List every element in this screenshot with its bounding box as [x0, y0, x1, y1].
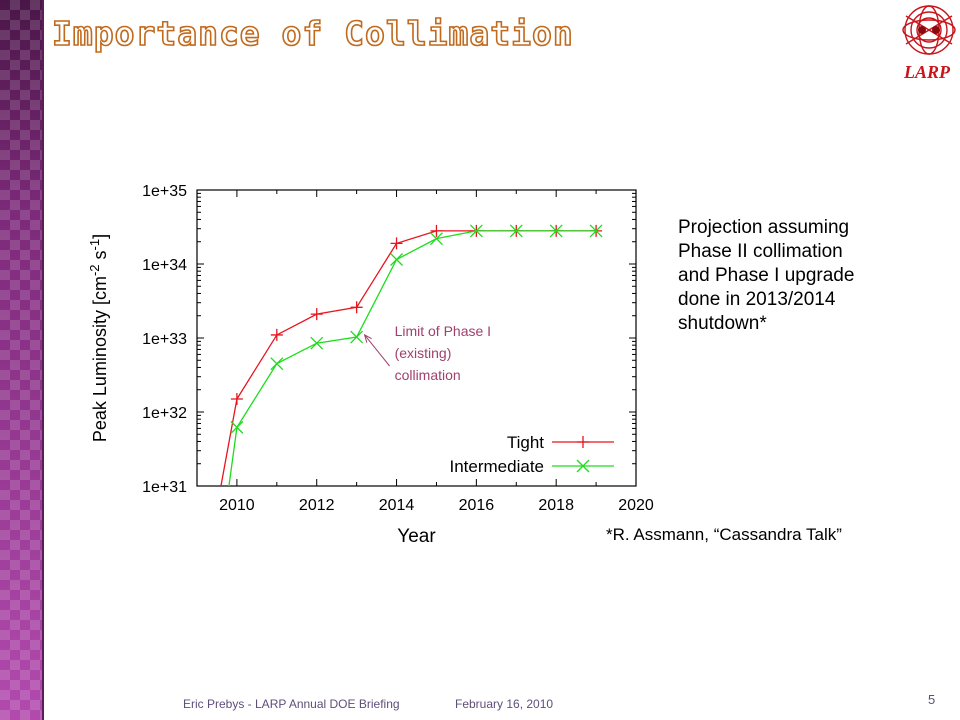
projection-line: Projection assuming [678, 217, 850, 238]
footer-presenter: Eric Prebys - LARP Annual DOE Briefing [183, 697, 400, 711]
y-tick-label: 1e+31 [142, 479, 187, 496]
legend-label: Tight [507, 433, 544, 452]
projection-line: shutdown* [678, 313, 767, 334]
data-point-tight [350, 301, 363, 314]
y-axis-label-part: Peak Luminosity [cm [90, 276, 110, 442]
data-point-intermediate [429, 232, 443, 246]
y-axis-label-part: s [90, 250, 110, 264]
data-point-intermediate [509, 224, 523, 238]
projection-note: Projection assuming Phase II collimation… [678, 216, 928, 336]
y-tick-label: 1e+33 [142, 331, 187, 348]
annotation-text: collimation [395, 367, 461, 383]
x-tick-label: 2016 [459, 497, 495, 514]
reference-citation: *R. Assmann, “Cassandra Talk” [606, 525, 842, 544]
data-point-intermediate [270, 357, 284, 371]
luminosity-chart: 1e+31 1e+32 1e+33 1e+34 1e+35 2010 2012 2014 201… [87, 183, 654, 547]
y-axis-label: Peak Luminosity [cm-2 s-1] [87, 234, 110, 442]
data-point-intermediate [350, 330, 364, 344]
x-tick-label: 2010 [219, 497, 255, 514]
data-point-intermediate [589, 224, 603, 238]
data-point-intermediate [390, 253, 404, 266]
data-point-tight [310, 308, 323, 321]
annotation-text: (existing) [395, 345, 452, 361]
x-tick-label: 2012 [299, 497, 335, 514]
y-tick-label: 1e+34 [142, 257, 187, 274]
y-axis-label-part: ] [90, 234, 110, 239]
data-point-intermediate [310, 336, 324, 350]
footer-date: February 16, 2010 [455, 697, 554, 711]
projection-line: done in 2013/2014 [678, 289, 836, 310]
data-point-tight [230, 392, 243, 405]
y-axis-label-part: -1 [87, 239, 102, 251]
data-point-tight [270, 328, 283, 341]
logo-text: LARP [904, 62, 951, 82]
data-point-intermediate [549, 224, 563, 238]
annotation-arrow [364, 334, 390, 367]
data-point-intermediate [230, 420, 244, 434]
x-tick-label: 2018 [538, 497, 574, 514]
slide-title: Importance of Collimation [51, 13, 574, 54]
legend-marker [576, 459, 590, 473]
y-axis-label-part: -2 [87, 264, 102, 276]
larp-logo-icon [902, 5, 956, 55]
sidebar-edge [42, 0, 44, 720]
projection-line: and Phase I upgrade [678, 265, 855, 286]
annotation-arrowhead [363, 333, 372, 343]
y-tick-label: 1e+35 [142, 183, 187, 200]
annotation-text: Limit of Phase I [395, 323, 492, 339]
x-axis-label: Year [397, 526, 436, 547]
data-point-intermediate [469, 224, 483, 238]
x-tick-label: 2014 [379, 497, 415, 514]
x-tick-label: 2020 [618, 497, 654, 514]
data-point-tight [390, 237, 403, 250]
projection-line: Phase II collimation [678, 241, 843, 262]
y-tick-label: 1e+32 [142, 405, 187, 422]
page-number: 5 [928, 692, 936, 707]
sidebar-decoration [0, 0, 42, 720]
data-point-tight [430, 224, 443, 237]
legend-marker [577, 436, 589, 448]
legend-label: Intermediate [450, 457, 545, 476]
